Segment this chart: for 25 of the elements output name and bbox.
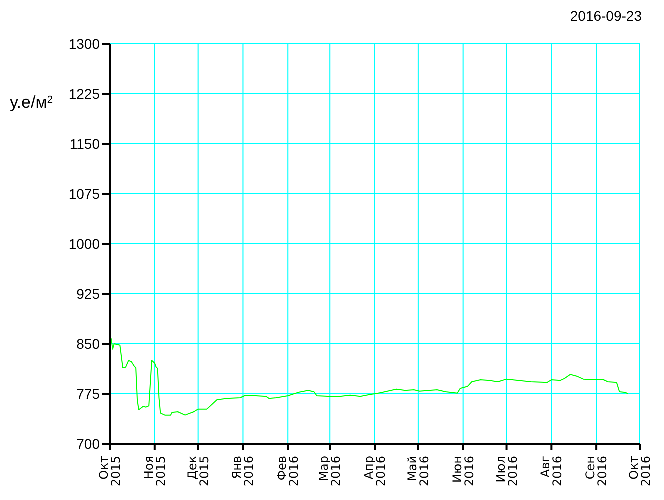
- y-tick-label: 850: [76, 336, 100, 352]
- y-tick-label: 700: [76, 436, 100, 452]
- x-tick-label: Окт 2016: [627, 456, 653, 487]
- x-tick-label: Июн 2016: [450, 456, 476, 487]
- x-tick-label: Дек 2015: [185, 456, 212, 487]
- x-tick-label: Июл 2016: [494, 456, 520, 487]
- y-tick-label: 775: [76, 386, 100, 402]
- x-tick-label: Мар 2016: [317, 456, 344, 487]
- x-tick-label: Ноя 2015: [142, 456, 168, 487]
- y-tick-label: 1075: [68, 186, 100, 202]
- x-tick-label: Сен 2016: [584, 456, 610, 487]
- y-axis-title: у.е/м$^{2}$: [10, 93, 54, 112]
- x-tick-label: Янв 2016: [230, 456, 256, 487]
- x-tick-label: Апр 2016: [362, 456, 388, 487]
- x-tick-label: Фев 2016: [275, 456, 302, 487]
- text: 2016-09-23: [570, 8, 642, 24]
- y-tick-label: 1300: [68, 36, 100, 52]
- x-tick-label: Май 2016: [405, 456, 432, 487]
- y-tick-label: 1150: [70, 136, 100, 152]
- line-series: [110, 338, 629, 416]
- y-tick-label: 925: [76, 286, 100, 302]
- y-tick-label: 1225: [68, 86, 100, 102]
- x-tick-label: Окт 2015: [97, 456, 123, 487]
- y-tick-label: 1000: [68, 236, 100, 252]
- x-tick-label: Авг 2016: [538, 456, 565, 487]
